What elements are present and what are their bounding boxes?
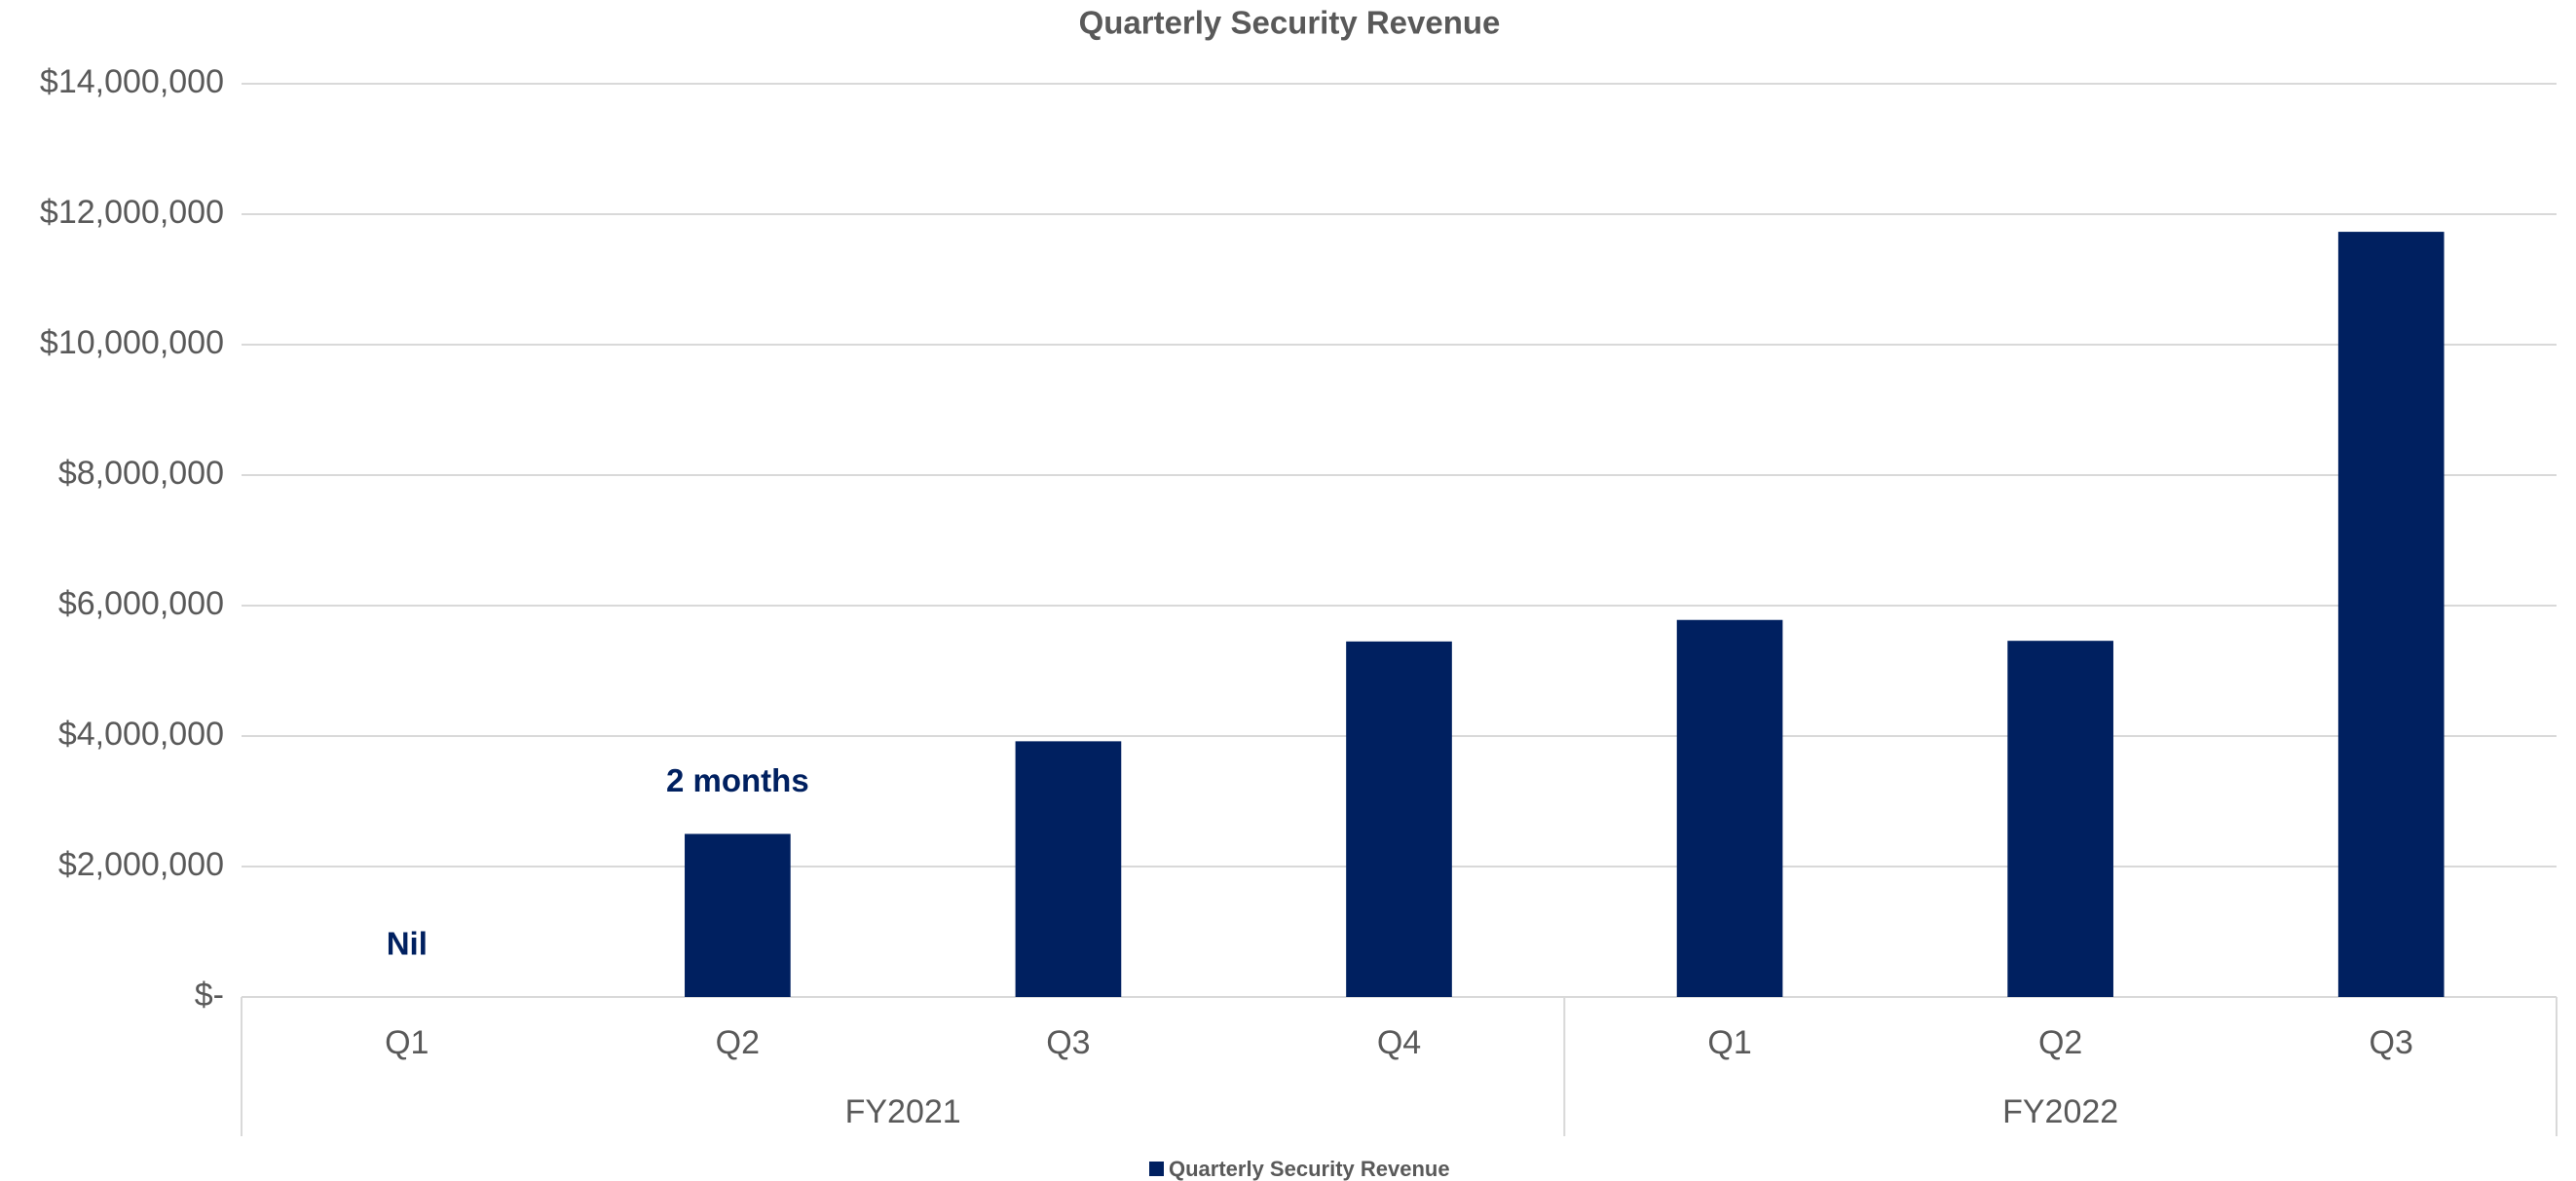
chart-title: Quarterly Security Revenue: [1079, 5, 1501, 41]
group-label: FY2021: [845, 1093, 961, 1130]
y-tick-label: $12,000,000: [40, 194, 224, 231]
legend-label: Quarterly Security Revenue: [1169, 1157, 1450, 1181]
y-tick-label: $6,000,000: [58, 585, 224, 622]
legend-swatch: [1149, 1162, 1164, 1176]
annotation: 2 months: [666, 762, 809, 798]
x-tick-label: Q1: [1707, 1024, 1751, 1061]
x-tick-label: Q2: [2038, 1024, 2082, 1061]
x-tick-label: Q3: [1046, 1024, 1090, 1061]
y-tick-label: $14,000,000: [40, 63, 224, 100]
y-tick-label: $-: [195, 977, 224, 1014]
x-tick-label: Q1: [385, 1024, 429, 1061]
annotation: Nil: [387, 926, 428, 962]
bar: [1015, 741, 1122, 997]
y-tick-label: $10,000,000: [40, 324, 224, 361]
bar: [685, 833, 791, 997]
x-tick-label: Q2: [716, 1024, 760, 1061]
y-tick-label: $2,000,000: [58, 846, 224, 883]
bar: [2337, 232, 2445, 998]
x-tick-label: Q4: [1377, 1024, 1421, 1061]
y-tick-label: $4,000,000: [58, 716, 224, 753]
bar: [1346, 641, 1452, 997]
x-tick-label: Q3: [2370, 1024, 2413, 1061]
y-tick-label: $8,000,000: [58, 455, 224, 492]
bar: [2007, 641, 2113, 997]
bar: [1676, 619, 1783, 997]
group-label: FY2022: [2002, 1093, 2118, 1130]
